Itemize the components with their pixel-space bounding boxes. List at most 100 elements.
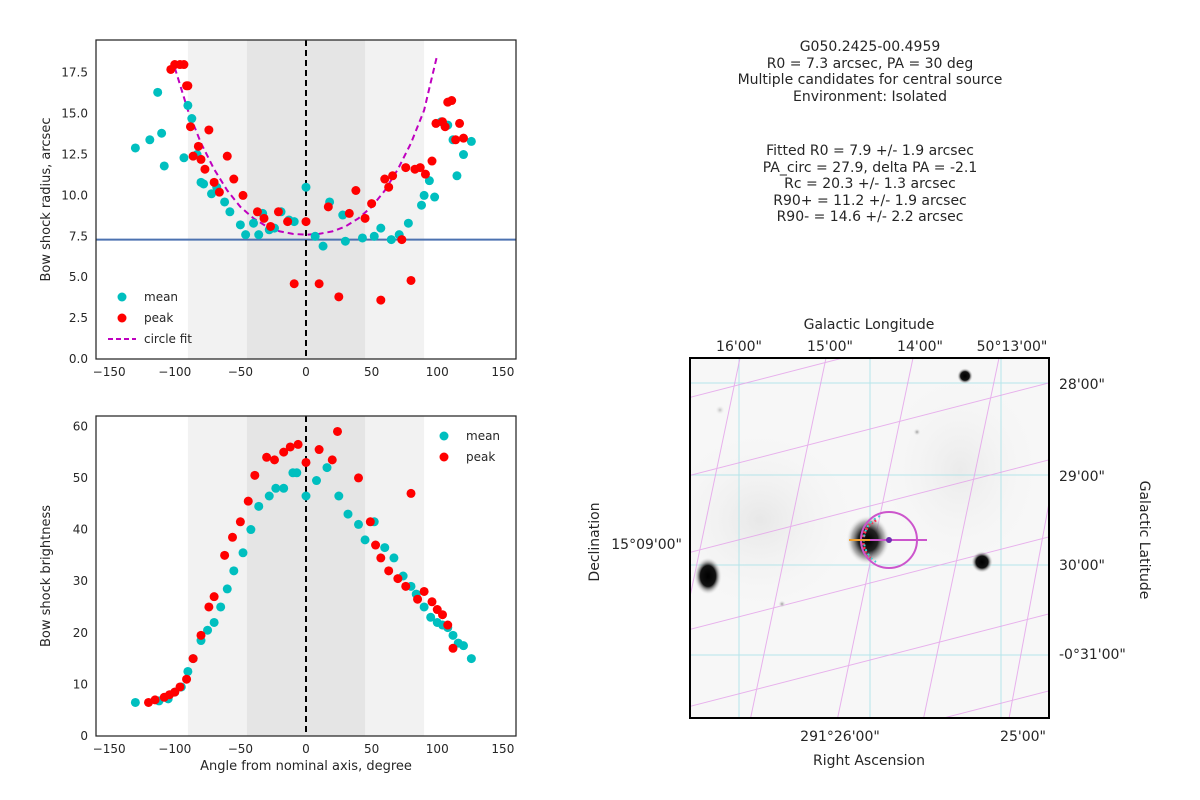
c1-y-tick-label-6: 60 [73,419,88,433]
c0-peak-point-23 [301,217,311,227]
c1-mean-point-10 [216,602,226,612]
c0-mean-point-17 [249,218,258,228]
c1-x-tick-label-2: −50 [228,742,253,756]
c1-peak-point-8 [196,630,206,640]
c1-peak-point-26 [365,517,375,527]
sky-image-ticks: 16'00" 15'00" 14'00" 50°13'00" 28'00" 29… [611,339,1126,745]
source-info-header: G050.2425-00.4959 R0 = 7.3 arcsec, PA = … [690,39,1050,105]
c1-legend: mean peak [439,429,500,464]
top-axis-label: Galactic Longitude [804,317,935,333]
c1-mean-point-17 [271,483,281,493]
c0-mean-point-24 [289,217,299,227]
c0-mean-point-5 [179,153,189,163]
top-tick-4: 50°13'00" [977,339,1048,355]
c1-peak-point-28 [376,553,386,563]
c0-mean-point-27 [318,241,328,251]
c1-mean-point-39 [448,630,458,640]
fit-results: Fitted R0 = 7.9 +/- 1.9 arcsec PA_circ =… [690,143,1050,226]
bottom-axis-label: Right Ascension [813,753,925,769]
c1-peak-point-37 [438,610,447,620]
c0-y-tick-label-1: 2.5 [69,311,88,325]
fit-rc: Rc = 20.3 +/- 1.3 arcsec [784,176,956,192]
c0-peak-point-11 [204,125,214,135]
c1-mean-point-30 [389,553,399,563]
c0-mean-point-14 [225,207,235,217]
c0-mean-point-37 [417,200,426,210]
c0-x-tick-label-1: −100 [158,365,191,379]
c1-peak-point-9 [204,602,214,612]
c1-mean-point-5 [183,666,193,676]
right-tick-2: 29'00" [1059,469,1105,485]
c0-mean-point-45 [459,150,468,160]
c0-peak-point-14 [222,151,232,161]
c0-x-tick-label-3: 0 [302,365,310,379]
c0-mean-point-13 [220,197,230,207]
c0-peak-point-16 [238,190,248,200]
c0-peak-point-5 [183,81,193,91]
c1-peak-point-13 [235,517,245,527]
right-axis-label: Galactic Latitude [1136,481,1152,600]
fit-r90-plus: R90+ = 11.2 +/- 1.9 arcsec [773,192,967,209]
c1-y-tick-label-5: 50 [73,471,88,485]
c1-peak-point-27 [371,540,381,550]
bright-star-left [694,557,722,595]
c1-legend-marker-1 [439,452,449,462]
c1-mean-point-12 [229,566,239,576]
c0-mean-point-0 [130,143,140,153]
c0-peak-point-13 [214,187,224,197]
c0-plot-frame [95,39,517,360]
c0-peak-point-31 [376,295,386,305]
c0-peak-point-47 [451,135,461,145]
c0-peak-point-37 [406,275,416,285]
c0-mean-point-31 [357,233,367,243]
c0-peak-point-48 [455,118,465,128]
c0-peak-point-39 [415,163,425,173]
c0-peak-point-33 [384,182,394,192]
c0-mean-point-44 [452,171,462,181]
c0-peak-point-10 [200,164,210,174]
c1-y-tick-label-3: 30 [73,574,88,588]
c0-peak-point-49 [459,133,468,143]
c0-peak-point-24 [314,279,324,289]
c0-peak-point-29 [360,213,370,223]
fit-r90-minus: R90- = 14.6 +/- 2.2 arcsec [776,209,964,225]
c1-x-tick-label-5: 100 [426,742,449,756]
c0-mean-point-18 [254,230,264,240]
c1-mean-point-41 [459,641,468,651]
c0-peak-point-19 [266,221,276,231]
c0-peak-point-34 [388,171,398,181]
c1-peak-point-23 [327,455,337,465]
fit-pa-circ: PA_circ = 27.9, delta PA = -2.1 [762,159,978,176]
c0-x-tick-label-6: 150 [491,365,514,379]
c0-mean-point-36 [403,218,413,228]
fit-center [886,537,892,543]
c0-mean-point-25 [301,182,311,192]
c0-mean-point-3 [157,128,167,138]
c1-mean-point-22 [312,476,321,486]
c1-x-tick-label-6: 150 [491,742,514,756]
c0-mean-point-32 [369,231,379,241]
c0-peak-point-6 [186,122,195,132]
c0-y-tick-label-5: 12.5 [61,148,88,162]
c0-peak-point-36 [401,163,411,173]
c0-x-tick-label-2: −50 [228,365,253,379]
c0-peak-point-25 [323,202,333,212]
c1-peak-point-5 [175,682,185,692]
c1-y-tick-label-2: 20 [73,626,88,640]
c1-x-tick-label-3: 0 [302,742,310,756]
c0-peak-point-28 [351,186,361,196]
c1-mean-point-23 [322,463,332,473]
c0-peak-point-9 [196,154,206,164]
c0-peak-point-22 [289,279,299,289]
bottom-tick-2: 25'00" [1000,729,1046,745]
c0-mean-point-6 [183,100,193,110]
c1-mean-point-29 [380,543,390,553]
c0-mean-point-40 [430,192,440,202]
c0-peak-point-7 [188,151,198,161]
c0-x-tick-label-4: 50 [364,365,379,379]
right-tick-1: 28'00" [1059,377,1105,393]
c0-peak-point-27 [344,208,354,218]
c0-peak-point-20 [273,207,283,217]
c0-legend-marker-0 [117,292,127,302]
c1-mean-point-34 [419,602,429,612]
